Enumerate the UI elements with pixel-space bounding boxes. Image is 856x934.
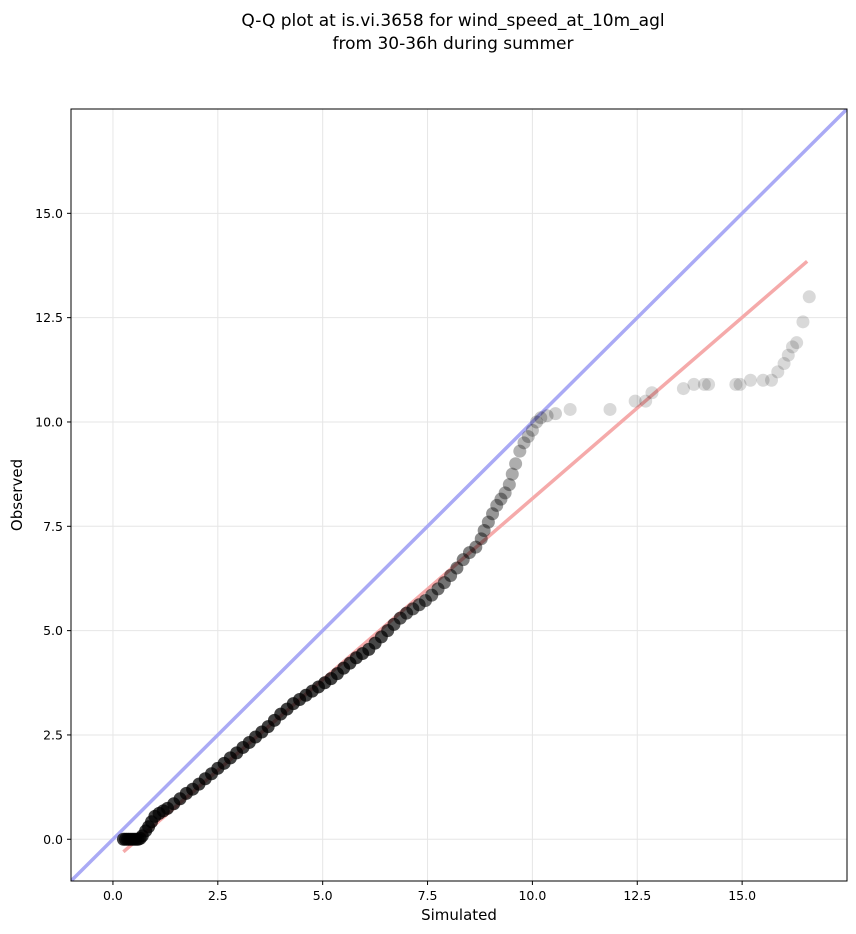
x-tick-label-5: 12.5	[623, 888, 651, 903]
data-point-64	[462, 546, 476, 560]
y-tick-label-5: 12.5	[35, 310, 63, 325]
data-point-95	[744, 373, 758, 387]
data-point-74	[505, 467, 519, 481]
data-point-82	[540, 409, 554, 423]
data-point-101	[785, 340, 799, 354]
data-point-80	[530, 415, 544, 429]
grid-lines	[71, 109, 847, 881]
y-axis-ticks: 0.0 2.5 5.0 7.5 10.0 12.5 15.0	[35, 206, 71, 847]
data-point-92	[702, 377, 716, 391]
data-point-72	[498, 486, 512, 500]
data-point-71	[494, 492, 508, 506]
data-point-89	[676, 382, 690, 396]
data-point-102	[790, 336, 804, 350]
data-point-67	[477, 523, 491, 537]
data-point-93	[729, 377, 743, 391]
data-point-83	[548, 407, 562, 421]
y-tick-label-2: 5.0	[43, 623, 63, 638]
data-point-76	[513, 444, 527, 458]
x-tick-label-4: 10.0	[518, 888, 546, 903]
data-point-94	[733, 377, 747, 391]
data-point-78	[521, 430, 535, 444]
data-point-68	[481, 515, 495, 529]
data-point-88	[645, 386, 659, 400]
plot-area	[71, 109, 847, 881]
y-tick-label-0: 0.0	[43, 832, 63, 847]
data-point-66	[474, 532, 488, 546]
data-point-73	[502, 478, 516, 492]
chart-title-line-2: from 30-36h during summer	[332, 34, 574, 54]
data-point-98	[771, 365, 785, 379]
y-tick-label-6: 15.0	[35, 206, 63, 221]
y-axis-label: Observed	[8, 459, 26, 531]
data-point-69	[486, 507, 500, 521]
data-point-70	[490, 498, 504, 512]
plot-frame	[70, 108, 848, 882]
data-point-96	[756, 373, 770, 387]
data-point-77	[517, 436, 531, 450]
y-tick-label-4: 10.0	[35, 414, 63, 429]
x-axis-label: Simulated	[421, 906, 497, 924]
data-point-85	[603, 402, 617, 416]
x-tick-label-3: 7.5	[418, 888, 438, 903]
chart-title: Q-Q plot at is.vi.3658 for wind_speed_at…	[0, 10, 856, 56]
y-tick-label-3: 7.5	[43, 519, 63, 534]
data-point-104	[802, 290, 816, 304]
x-axis-ticks: 0.0 2.5 5.0 7.5 10.0 12.5 15.0	[103, 881, 756, 903]
data-point-91	[697, 377, 711, 391]
data-point-65	[469, 540, 483, 554]
data-point-86	[628, 394, 642, 408]
x-tick-label-1: 2.5	[208, 888, 228, 903]
y-tick-label-1: 2.5	[43, 727, 63, 742]
one-to-one-reference-line	[71, 109, 847, 881]
data-point-81	[534, 411, 548, 425]
chart-title-line-1: Q-Q plot at is.vi.3658 for wind_speed_at…	[241, 11, 665, 31]
data-points	[116, 290, 816, 846]
x-tick-label-2: 5.0	[313, 888, 333, 903]
x-tick-label-0: 0.0	[103, 888, 123, 903]
data-point-97	[764, 373, 778, 387]
data-point-79	[525, 423, 539, 437]
x-tick-label-6: 15.0	[728, 888, 756, 903]
data-point-75	[509, 457, 523, 471]
data-point-103	[796, 315, 810, 329]
data-point-99	[777, 357, 791, 371]
data-point-84	[563, 402, 577, 416]
data-point-63	[456, 553, 470, 567]
data-point-90	[687, 377, 701, 391]
data-point-100	[781, 348, 795, 362]
data-point-87	[639, 394, 653, 408]
